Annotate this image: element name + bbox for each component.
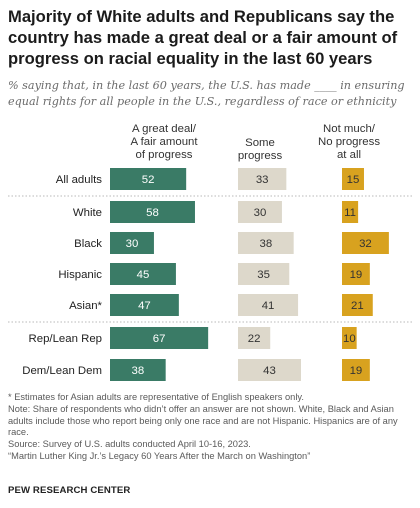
legend-great-deal: A great deal/ A fair amount of progress: [130, 123, 198, 161]
data-label: 38: [259, 238, 272, 250]
data-label: 58: [146, 207, 159, 219]
note-source: Source: Survey of U.S. adults conducted …: [8, 439, 251, 450]
data-label: 47: [138, 300, 151, 312]
note-report-title: “Martin Luther King Jr.’s Legacy 60 Year…: [8, 450, 311, 461]
data-label: 21: [351, 300, 364, 312]
bar: [110, 168, 187, 190]
data-label: 52: [142, 174, 155, 186]
bar: [238, 201, 282, 223]
bar: [342, 168, 364, 190]
category-label: White: [73, 207, 102, 219]
bar: [110, 232, 154, 254]
data-label: 10: [343, 333, 356, 345]
bar: [238, 263, 290, 285]
note-text: Note: Share of respondents who didn’t of…: [8, 403, 398, 438]
data-label: 43: [263, 365, 276, 377]
data-label: 11: [344, 207, 356, 219]
bar: [110, 201, 195, 223]
data-label: 15: [347, 174, 360, 186]
data-label: 32: [359, 238, 372, 250]
category-label: All adults: [56, 174, 103, 186]
category-label: Rep/Lean Rep: [29, 333, 102, 345]
bar: [342, 232, 389, 254]
data-label: 30: [126, 238, 139, 250]
bar: [110, 294, 179, 316]
bar: [110, 327, 209, 349]
note-asterisk: * Estimates for Asian adults are represe…: [8, 392, 304, 402]
bar: [110, 263, 176, 285]
pew-logo-text: PEW RESEARCH CENTER: [8, 485, 131, 496]
data-label: 33: [256, 174, 269, 186]
data-label: 19: [350, 269, 363, 281]
bar: [342, 359, 370, 381]
bar: [238, 359, 301, 381]
bar: [238, 168, 287, 190]
chart-subtitle: % saying that, in the last 60 years, the…: [8, 79, 405, 108]
bar: [342, 201, 359, 223]
data-label: 41: [262, 300, 275, 312]
category-label: Asian*: [69, 300, 102, 312]
category-label: Hispanic: [58, 269, 102, 281]
bar: [342, 294, 373, 316]
bar: [342, 327, 357, 349]
bar: [238, 327, 271, 349]
data-label: 30: [254, 207, 267, 219]
bar: [238, 232, 294, 254]
data-label: 22: [248, 333, 261, 345]
data-label: 35: [257, 269, 270, 281]
legend-some-progress: Some progress: [237, 137, 283, 162]
data-label: 38: [131, 365, 144, 377]
legend-not-much: Not much/ No progress at all: [317, 123, 381, 161]
data-label: 67: [153, 333, 166, 345]
data-label: 19: [350, 365, 363, 377]
chart-notes: * Estimates for Asian adults are represe…: [8, 392, 416, 463]
bar: [342, 263, 370, 285]
bar: [110, 359, 166, 381]
category-label: Dem/Lean Dem: [22, 365, 102, 377]
category-label: Black: [74, 238, 102, 250]
bar: [238, 294, 299, 316]
chart-title: Majority of White adults and Republicans…: [8, 7, 398, 68]
data-label: 45: [137, 269, 150, 281]
